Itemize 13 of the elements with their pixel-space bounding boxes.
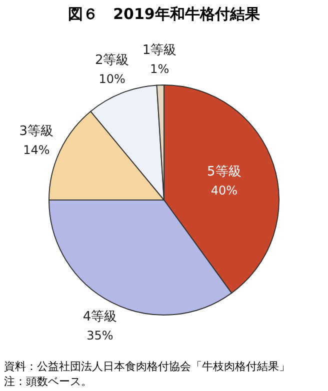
text: 注：頭数ベース。	[4, 375, 92, 388]
data-label: 1%	[150, 62, 170, 76]
slice-label: 4等級	[82, 310, 118, 325]
slice-label: 5等級	[207, 164, 242, 180]
slice-label: 2等級	[94, 52, 130, 68]
slice-label: 1等級	[142, 43, 177, 58]
data-label: 10%	[98, 72, 126, 86]
data-label: 14%	[23, 142, 50, 157]
data-label: 35%	[86, 328, 114, 343]
slice-label: 3等級	[19, 124, 54, 139]
data-label: 40%	[210, 183, 238, 198]
text: 資料：公益社団法人日本食肉格付協会「牛枝肉格付結果」	[4, 360, 290, 373]
chart-title: 図６ 2019年和牛格付結果	[68, 5, 261, 23]
